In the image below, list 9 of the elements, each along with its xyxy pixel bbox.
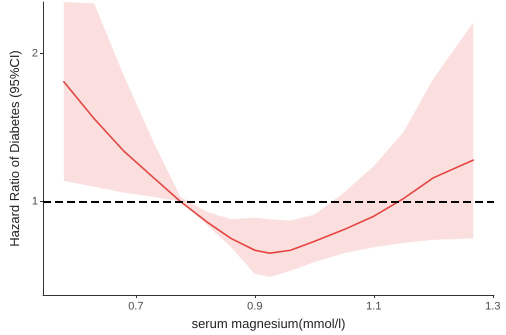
x-tick-label: 0.9 [247, 300, 262, 312]
y-tick-label: 1 [32, 195, 38, 208]
x-axis-title: serum magnesium(mmol/l) [192, 316, 346, 331]
x-tick-label: 1.3 [485, 300, 500, 312]
line-series [63, 80, 474, 254]
y-tick-label: 2 [32, 48, 38, 60]
x-tick-label: 1.1 [366, 300, 382, 312]
x-tick-label: 0.7 [128, 300, 144, 312]
y-axis-title: Hazard Ratio of Diabetes (95%CI) [7, 50, 22, 247]
